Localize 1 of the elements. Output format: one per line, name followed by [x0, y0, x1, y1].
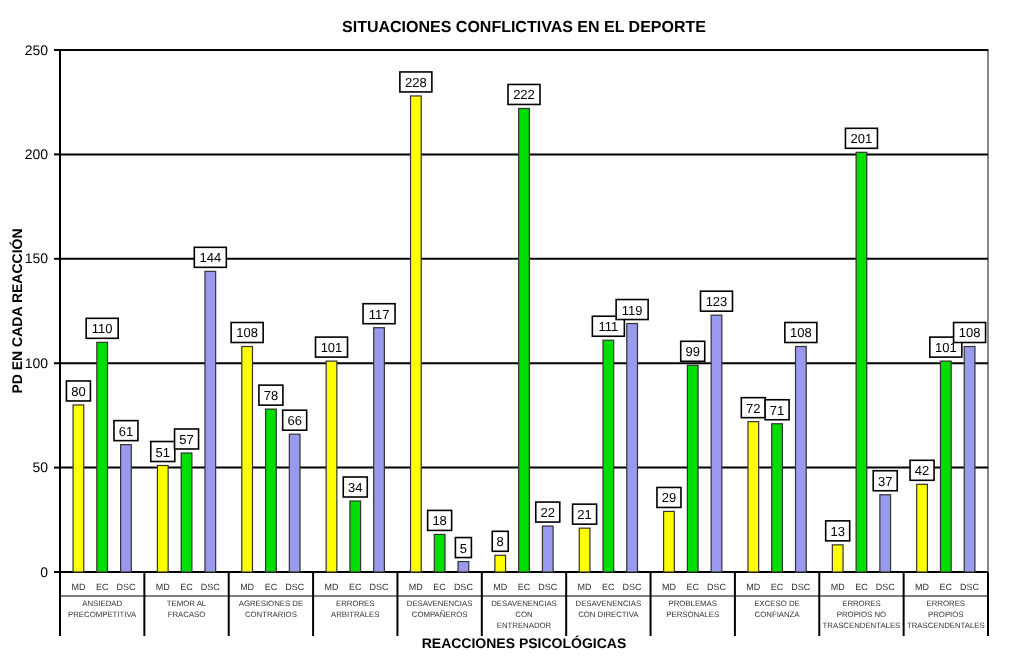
chart-title: SITUACIONES CONFLICTIVAS EN EL DEPORTE [342, 18, 708, 36]
